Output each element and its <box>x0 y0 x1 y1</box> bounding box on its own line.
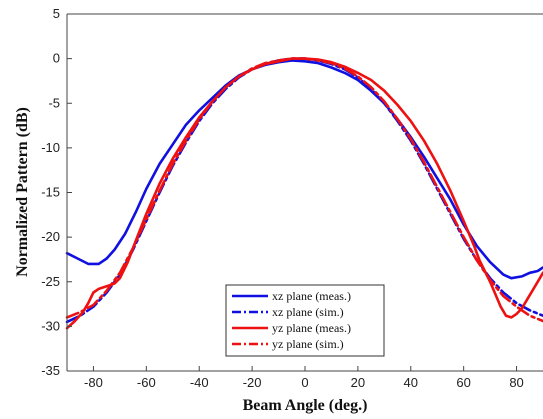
y-tick-label: -35 <box>41 363 60 378</box>
y-tick-label: -25 <box>41 274 60 289</box>
y-tick-layer: 5 0 -5 -10 -15 -20 -25 -30 -35 <box>41 6 72 378</box>
y-tick-label: -5 <box>48 95 60 110</box>
legend-label: yz plane (sim.) <box>272 337 344 351</box>
series-line-1 <box>65 59 543 280</box>
y-tick-label: -15 <box>41 185 60 200</box>
series-layer <box>65 57 543 330</box>
x-tick-layer: -80 -60 -40 -20 0 20 40 60 80 <box>84 366 524 390</box>
y-tick-label: -30 <box>41 318 60 333</box>
x-tick-label: 20 <box>351 375 365 390</box>
legend-label: yz plane (meas.) <box>272 321 351 335</box>
y-tick-label: 5 <box>53 6 60 21</box>
x-tick-label: 40 <box>404 375 418 390</box>
x-axis-title: Beam Angle (deg.) <box>243 397 368 414</box>
x-tick-label: 60 <box>456 375 470 390</box>
x-tick-label: 80 <box>509 375 523 390</box>
y-tick-label: 0 <box>53 51 60 66</box>
y-tick-label: -10 <box>41 140 60 155</box>
x-tick-label: -80 <box>84 375 103 390</box>
series-line-4 <box>65 57 543 323</box>
legend-label: xz plane (sim.) <box>272 305 344 319</box>
legend: xz plane (meas.) xz plane (sim.) yz plane … <box>225 284 385 357</box>
y-axis-title: Normalized Pattern (dB) <box>14 107 31 277</box>
y-tick-label: -20 <box>41 229 60 244</box>
x-tick-label: -20 <box>243 375 262 390</box>
x-tick-label: -40 <box>190 375 209 390</box>
legend-label: xz plane (meas.) <box>272 289 351 303</box>
x-tick-label: -60 <box>137 375 156 390</box>
x-tick-label: 0 <box>301 375 308 390</box>
